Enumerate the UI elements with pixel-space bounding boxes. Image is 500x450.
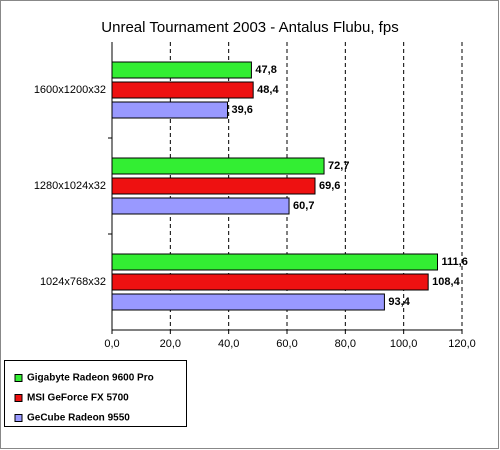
x-tick-label: 20,0 — [160, 338, 181, 350]
value-label: 111,6 — [442, 256, 468, 268]
value-label: 72,7 — [328, 160, 349, 172]
legend-swatch — [14, 394, 23, 402]
bar — [111, 101, 228, 119]
chart-title: Unreal Tournament 2003 - Antalus Flubu, … — [101, 19, 398, 36]
legend-label: Gigabyte Radeon 9600 Pro — [27, 373, 154, 384]
bar — [111, 253, 438, 271]
x-tick-label: 40,0 — [218, 338, 239, 350]
value-label: 108,4 — [432, 276, 460, 288]
legend-box — [4, 360, 187, 427]
x-tick-label: 120,0 — [448, 338, 476, 350]
value-label: 48,4 — [257, 84, 279, 96]
value-label: 47,8 — [255, 64, 276, 76]
bar — [111, 197, 290, 215]
x-tick-label: 60,0 — [276, 338, 297, 350]
bar — [111, 293, 385, 311]
value-label: 93,4 — [388, 296, 410, 308]
y-tick-label: 1280x1024x32 — [34, 180, 106, 192]
legend-swatch — [14, 414, 23, 422]
legend-swatch — [14, 374, 23, 382]
value-label: 69,6 — [319, 180, 340, 192]
x-tick-label: 0,0 — [104, 338, 119, 350]
x-tick-label: 80,0 — [335, 338, 356, 350]
bar — [111, 177, 316, 195]
bar — [111, 157, 325, 175]
y-tick-label: 1024x768x32 — [40, 276, 106, 288]
legend-label: GeCube Radeon 9550 — [27, 413, 130, 424]
value-label: 60,7 — [293, 200, 314, 212]
x-tick-label: 100,0 — [390, 338, 418, 350]
y-tick-label: 1600x1200x32 — [34, 84, 106, 96]
bar — [111, 61, 252, 79]
value-label: 39,6 — [232, 104, 253, 116]
bar — [111, 273, 429, 291]
legend-label: MSI GeForce FX 5700 — [27, 393, 129, 404]
bar — [111, 81, 254, 99]
